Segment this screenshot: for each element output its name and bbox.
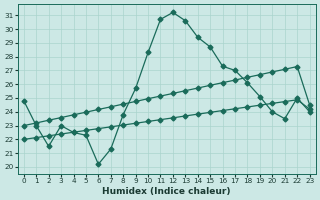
X-axis label: Humidex (Indice chaleur): Humidex (Indice chaleur) <box>102 187 231 196</box>
